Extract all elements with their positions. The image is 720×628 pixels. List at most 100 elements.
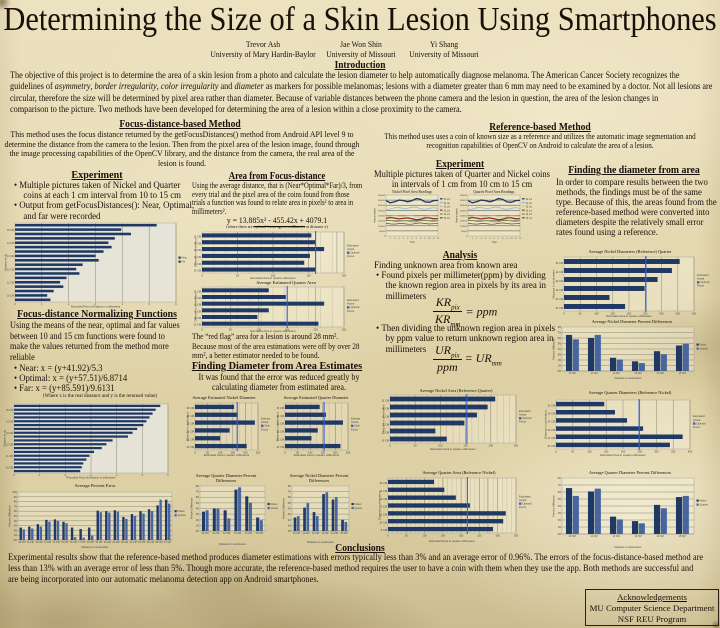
svg-text:14 CM: 14 CM bbox=[6, 420, 13, 423]
svg-text:300: 300 bbox=[654, 449, 659, 453]
svg-text:13 CM: 13 CM bbox=[44, 541, 51, 544]
svg-text:200000: 200000 bbox=[460, 216, 468, 218]
svg-text:250: 250 bbox=[643, 311, 648, 315]
svg-text:16 CM: 16 CM bbox=[70, 541, 77, 544]
svg-text:350000: 350000 bbox=[378, 200, 386, 202]
svg-text:3%: 3% bbox=[558, 512, 562, 515]
svg-text:7%: 7% bbox=[558, 484, 562, 487]
svg-text:250: 250 bbox=[342, 327, 347, 331]
svg-text:7: 7 bbox=[498, 238, 500, 240]
svg-text:200: 200 bbox=[243, 450, 248, 454]
svg-text:Estimated: Estimated bbox=[519, 409, 531, 413]
svg-text:10 CM: 10 CM bbox=[276, 445, 284, 449]
svg-text:150: 150 bbox=[306, 273, 311, 277]
svg-text:200: 200 bbox=[459, 533, 464, 537]
svg-text:Focus: Focus bbox=[351, 427, 359, 431]
svg-text:Actual: Actual bbox=[519, 498, 527, 502]
svg-text:15 CM: 15 CM bbox=[276, 406, 284, 410]
svg-text:8%: 8% bbox=[558, 326, 562, 329]
svg-text:10 CM: 10 CM bbox=[379, 520, 387, 524]
svg-text:23 CM: 23 CM bbox=[130, 541, 137, 544]
svg-text:0: 0 bbox=[555, 449, 557, 453]
svg-text:3: 3 bbox=[90, 474, 92, 477]
svg-text:15 CM: 15 CM bbox=[6, 409, 13, 412]
svg-text:5%: 5% bbox=[288, 502, 292, 505]
svg-text:1: 1 bbox=[41, 303, 43, 306]
svg-text:Percent Difference: Percent Difference bbox=[190, 497, 193, 519]
svg-text:Nickel Pixel Area Readings: Nickel Pixel Area Readings bbox=[392, 190, 432, 194]
svg-text:25 CM: 25 CM bbox=[147, 541, 154, 544]
svg-text:100000: 100000 bbox=[378, 226, 386, 228]
svg-text:10 CM: 10 CM bbox=[569, 372, 576, 375]
svg-text:9: 9 bbox=[424, 238, 426, 240]
svg-text:100: 100 bbox=[594, 311, 599, 315]
svg-text:0%: 0% bbox=[288, 530, 292, 533]
svg-text:15 CM: 15 CM bbox=[555, 261, 563, 265]
svg-text:300: 300 bbox=[659, 311, 664, 315]
svg-text:Quarter: Quarter bbox=[271, 507, 279, 510]
svg-text:0: 0 bbox=[284, 450, 286, 454]
svg-text:12 CM: 12 CM bbox=[613, 535, 620, 538]
svg-text:350: 350 bbox=[514, 533, 519, 537]
svg-text:0%: 0% bbox=[196, 530, 200, 533]
svg-text:6%: 6% bbox=[196, 496, 200, 499]
svg-text:11 CM: 11 CM bbox=[591, 535, 598, 538]
svg-text:9 CM: 9 CM bbox=[381, 528, 387, 532]
svg-text:Percent Difference: Percent Difference bbox=[8, 505, 11, 527]
svg-text:15 CM: 15 CM bbox=[340, 532, 347, 535]
svg-text:5: 5 bbox=[407, 238, 409, 240]
svg-text:1: 1 bbox=[390, 238, 392, 240]
svg-text:13 CM: 13 CM bbox=[234, 532, 241, 535]
svg-text:4%: 4% bbox=[14, 520, 18, 523]
svg-text:4: 4 bbox=[122, 303, 124, 306]
svg-text:0: 0 bbox=[13, 474, 15, 477]
svg-text:6: 6 bbox=[167, 474, 169, 477]
svg-text:11 CM: 11 CM bbox=[7, 282, 14, 285]
svg-text:10 CM: 10 CM bbox=[555, 306, 563, 310]
svg-text:4%: 4% bbox=[558, 505, 562, 508]
svg-text:6%: 6% bbox=[288, 496, 292, 499]
svg-text:1: 1 bbox=[472, 238, 474, 240]
svg-text:7%: 7% bbox=[196, 491, 200, 494]
svg-text:150: 150 bbox=[463, 443, 468, 447]
svg-text:15 CM: 15 CM bbox=[379, 481, 387, 485]
svg-text:22 CM: 22 CM bbox=[121, 541, 128, 544]
svg-text:24 CM: 24 CM bbox=[138, 541, 145, 544]
svg-text:2%: 2% bbox=[558, 359, 562, 362]
svg-text:Estimated: Estimated bbox=[261, 416, 270, 420]
svg-text:100: 100 bbox=[587, 449, 592, 453]
svg-text:100: 100 bbox=[257, 327, 262, 331]
svg-text:14 CM: 14 CM bbox=[245, 532, 252, 535]
svg-text:11 CM: 11 CM bbox=[6, 455, 13, 458]
svg-text:250: 250 bbox=[638, 449, 643, 453]
svg-text:0: 0 bbox=[563, 311, 565, 315]
svg-text:10 CM: 10 CM bbox=[201, 532, 208, 535]
svg-text:Recorded Point of Distance in: Recorded Point of Distance in millimeter… bbox=[71, 304, 121, 308]
svg-text:8%: 8% bbox=[288, 485, 292, 488]
svg-text:15 CM: 15 CM bbox=[186, 406, 194, 410]
svg-text:5: 5 bbox=[489, 238, 491, 240]
svg-text:Distance in centimeters: Distance in centimeters bbox=[615, 376, 643, 380]
svg-text:13 cm: 13 cm bbox=[526, 209, 533, 212]
svg-text:11 CM: 11 CM bbox=[27, 541, 34, 544]
svg-text:11 CM: 11 CM bbox=[187, 437, 194, 441]
svg-text:Estimated Area in square milli: Estimated Area in square millimeters bbox=[600, 453, 646, 457]
svg-text:15 CM: 15 CM bbox=[382, 398, 389, 402]
svg-text:Focus: Focus bbox=[519, 420, 527, 424]
svg-text:12 CM: 12 CM bbox=[6, 443, 13, 446]
svg-text:150: 150 bbox=[604, 449, 609, 453]
svg-text:150: 150 bbox=[611, 311, 616, 315]
svg-text:13 CM: 13 CM bbox=[321, 532, 328, 535]
svg-text:Estimated: Estimated bbox=[693, 414, 705, 418]
svg-text:12: 12 bbox=[519, 238, 522, 240]
svg-text:14 cm: 14 cm bbox=[526, 213, 533, 216]
svg-text:20 CM: 20 CM bbox=[104, 541, 111, 544]
svg-text:11: 11 bbox=[515, 238, 518, 240]
svg-text:3: 3 bbox=[480, 238, 482, 240]
svg-text:400: 400 bbox=[692, 311, 697, 315]
svg-text:Quarter: Quarter bbox=[700, 347, 709, 350]
svg-text:5%: 5% bbox=[558, 498, 562, 501]
svg-text:6%: 6% bbox=[558, 491, 562, 494]
svg-text:50000: 50000 bbox=[461, 231, 468, 233]
svg-text:6: 6 bbox=[411, 238, 413, 240]
